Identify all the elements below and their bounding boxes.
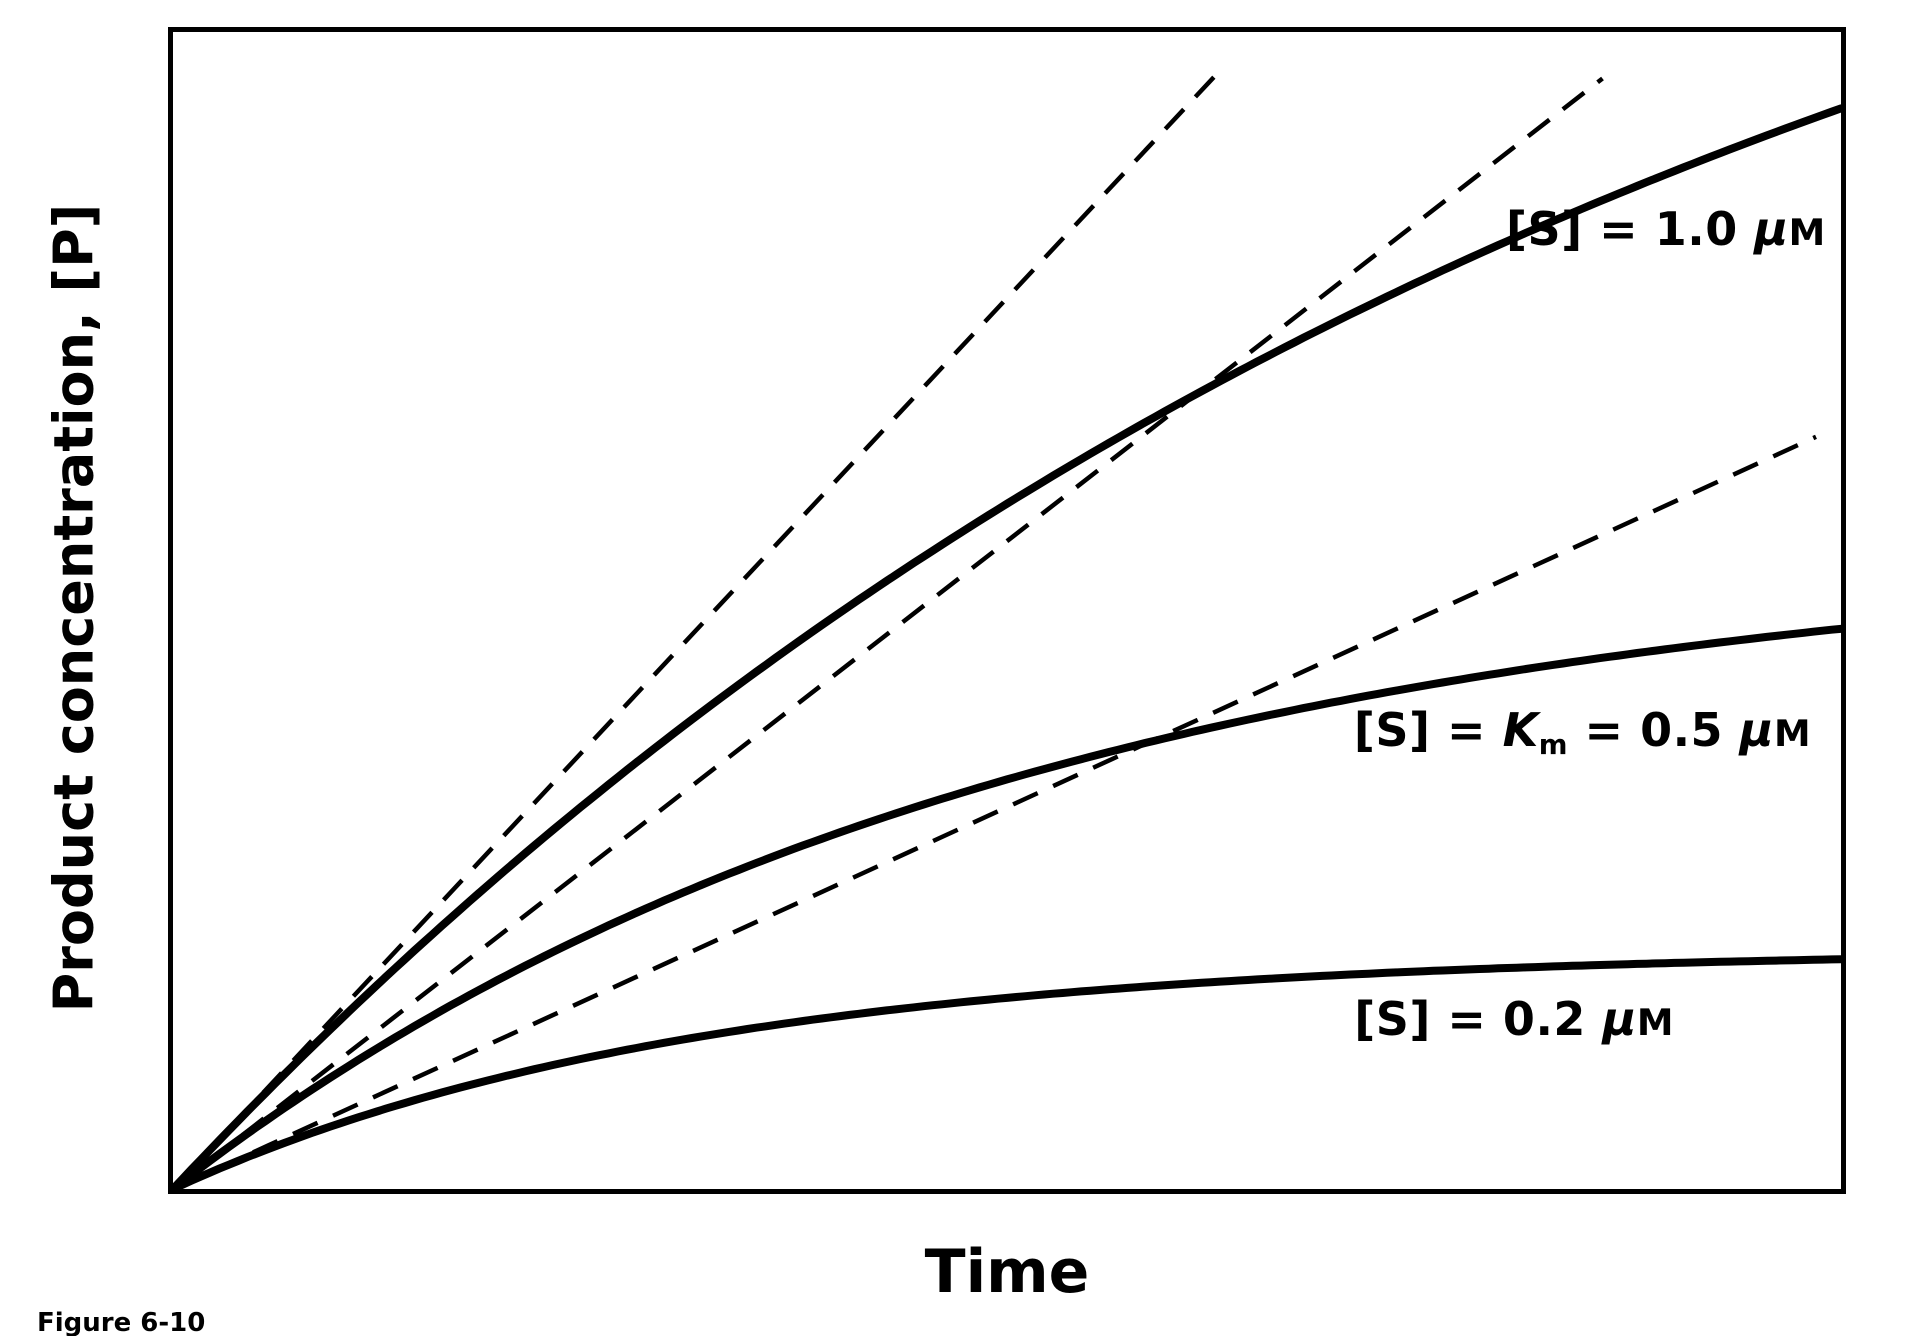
initial-velocity-tangent-1 — [173, 73, 1218, 1189]
plot-area: [S] = 1.0 μM [S] = Km = 0.5 μM [S] = 0.2 μ… — [168, 27, 1846, 1194]
series-curve-2 — [173, 624, 1841, 1189]
figure-caption: Figure 6-10 — [37, 1308, 206, 1336]
y-axis-label: Product concentration, [P] — [42, 203, 106, 1013]
series-curve-1 — [173, 104, 1841, 1189]
series-curve-3 — [173, 955, 1841, 1189]
initial-velocity-tangent-2 — [173, 76, 1604, 1189]
x-axis-label: Time — [924, 1237, 1090, 1307]
chart-canvas — [173, 73, 1841, 1189]
initial-velocity-tangent-3 — [173, 434, 1817, 1189]
